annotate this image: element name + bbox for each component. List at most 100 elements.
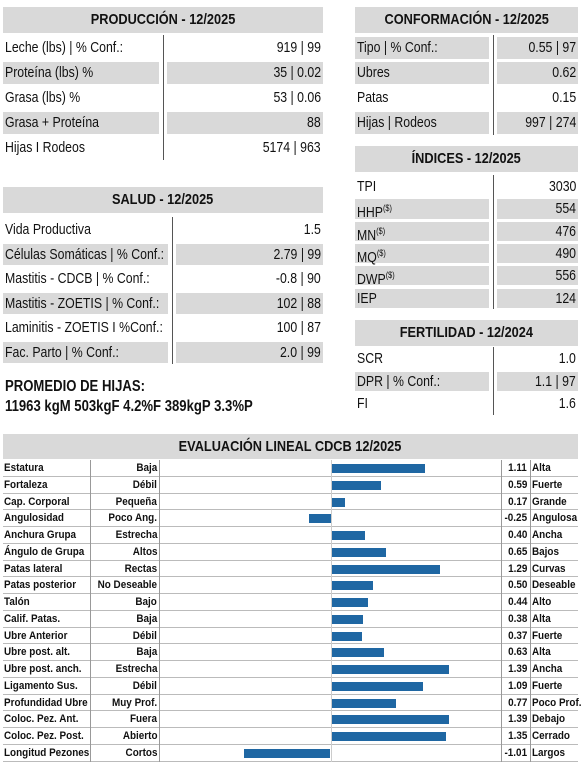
row-label: FI xyxy=(357,395,368,412)
bar xyxy=(244,748,331,758)
row-line xyxy=(3,609,578,611)
row-line xyxy=(3,593,578,594)
row-label: Ubres xyxy=(357,64,390,81)
row-label: Proteína (lbs) % xyxy=(5,64,94,81)
row-shade xyxy=(355,371,489,391)
bar xyxy=(330,480,381,490)
trait-label: Ángulo de Grupa xyxy=(4,545,85,558)
row-label: Tipo | % Conf.: xyxy=(357,39,438,56)
section-header: PRODUCCIÓN - 12/2025 xyxy=(3,7,323,33)
section-header: FERTILIDAD - 12/2024 xyxy=(355,320,578,346)
low-label: Baja xyxy=(136,646,157,659)
low-label: Muy Prof. xyxy=(111,696,157,709)
superscript: ($) xyxy=(376,225,386,236)
row-shade xyxy=(355,221,489,241)
row-value: 919 | 99 xyxy=(276,39,321,56)
section-header: EVALUACIÓN LINEAL CDCB 12/2025 xyxy=(3,434,578,459)
low-label: Baja xyxy=(136,612,157,625)
high-label: Alto xyxy=(532,596,552,608)
row-value: 1.0 xyxy=(558,350,576,367)
high-label: Poco Prof. xyxy=(532,696,582,709)
row-value: 997 | 274 xyxy=(524,114,576,131)
low-label: Estrecha xyxy=(115,663,157,675)
trait-label: Fortaleza xyxy=(4,478,48,491)
row-label: Hijas | Rodeos xyxy=(357,114,437,131)
row-shade xyxy=(355,288,489,308)
low-label: Poco Ang. xyxy=(108,512,157,525)
row-shade xyxy=(355,37,489,59)
row-shade xyxy=(3,292,168,314)
row-value: 5174 | 963 xyxy=(263,139,321,156)
promedio-title: PROMEDIO DE HIJAS: xyxy=(5,378,145,395)
value-label: 1.35 xyxy=(507,730,527,742)
row-value: 35 | 0.02 xyxy=(273,64,321,81)
promedio-text: 11963 kgM 503kgF 4.2%F 389kgP 3.3%P xyxy=(5,398,253,415)
trait-label: Profundidad Ubre xyxy=(4,696,88,709)
row-label: Mastitis - ZOETIS | % Conf.: xyxy=(5,294,160,312)
value-label: 1.29 xyxy=(507,562,527,575)
trait-label: Patas posterior xyxy=(4,579,77,592)
row-value: 3030 xyxy=(548,178,576,195)
bar xyxy=(309,514,331,524)
row-label: MQ($) xyxy=(357,247,386,266)
trait-label: Calif. Patas. xyxy=(4,612,61,625)
column-divider xyxy=(493,35,494,135)
row-line xyxy=(3,509,578,511)
row-shade xyxy=(355,199,489,219)
row-value: 476 xyxy=(555,222,576,240)
bar xyxy=(330,665,449,674)
row-shade xyxy=(355,243,489,264)
high-label: Grande xyxy=(532,495,567,508)
row-shade xyxy=(497,243,578,264)
row-value: 0.55 | 97 xyxy=(528,39,576,56)
row-value: 0.15 xyxy=(552,89,576,106)
row-shade xyxy=(497,37,578,59)
row-value: -0.8 | 90 xyxy=(276,270,321,287)
row-label: DWP($) xyxy=(357,270,395,289)
superscript: ($) xyxy=(376,247,386,258)
value-label: 0.40 xyxy=(507,529,527,541)
high-label: Largos xyxy=(532,746,566,759)
value-label: 0.37 xyxy=(507,629,527,642)
value-label: 0.38 xyxy=(507,612,527,625)
column-divider xyxy=(90,460,91,762)
row-line xyxy=(3,693,578,695)
row-shade xyxy=(355,266,489,286)
row-line xyxy=(3,643,578,645)
row-line xyxy=(3,526,578,527)
row-shade xyxy=(497,112,578,134)
trait-label: Talón xyxy=(4,596,30,608)
column-divider xyxy=(159,460,160,762)
row-shade xyxy=(497,221,578,241)
row-label: DPR | % Conf.: xyxy=(357,372,441,390)
column-divider xyxy=(493,175,494,309)
row-shade xyxy=(3,243,168,265)
high-label: Bajos xyxy=(532,545,559,558)
row-line xyxy=(3,559,578,561)
high-label: Angulosa xyxy=(532,512,578,525)
value-label: 1.09 xyxy=(507,679,527,692)
row-value: 556 xyxy=(555,267,576,285)
row-label: HHP($) xyxy=(357,203,392,222)
low-label: Débil xyxy=(132,629,157,642)
high-label: Fuerte xyxy=(532,478,563,491)
trait-label: Coloc. Pez. Post. xyxy=(4,730,84,742)
trait-label: Ligamento Sus. xyxy=(4,679,78,692)
row-value: 53 | 0.06 xyxy=(273,89,321,106)
trait-label: Ubre post. alt. xyxy=(4,646,71,659)
row-label: MN($) xyxy=(357,225,386,244)
row-shade xyxy=(355,112,489,134)
row-label: Patas xyxy=(357,89,389,106)
superscript: ($) xyxy=(385,270,395,281)
row-label: Laminitis - ZOETIS I %Conf.: xyxy=(5,319,163,336)
bar xyxy=(330,681,424,691)
value-label: -0.25 xyxy=(504,512,527,525)
low-label: No Deseable xyxy=(97,579,157,592)
row-label: TPI xyxy=(357,178,377,195)
row-line xyxy=(3,475,578,477)
column-divider xyxy=(501,460,502,762)
row-line xyxy=(3,576,578,578)
value-label: 1.11 xyxy=(508,462,527,474)
row-value: 2.79 | 99 xyxy=(273,245,321,263)
